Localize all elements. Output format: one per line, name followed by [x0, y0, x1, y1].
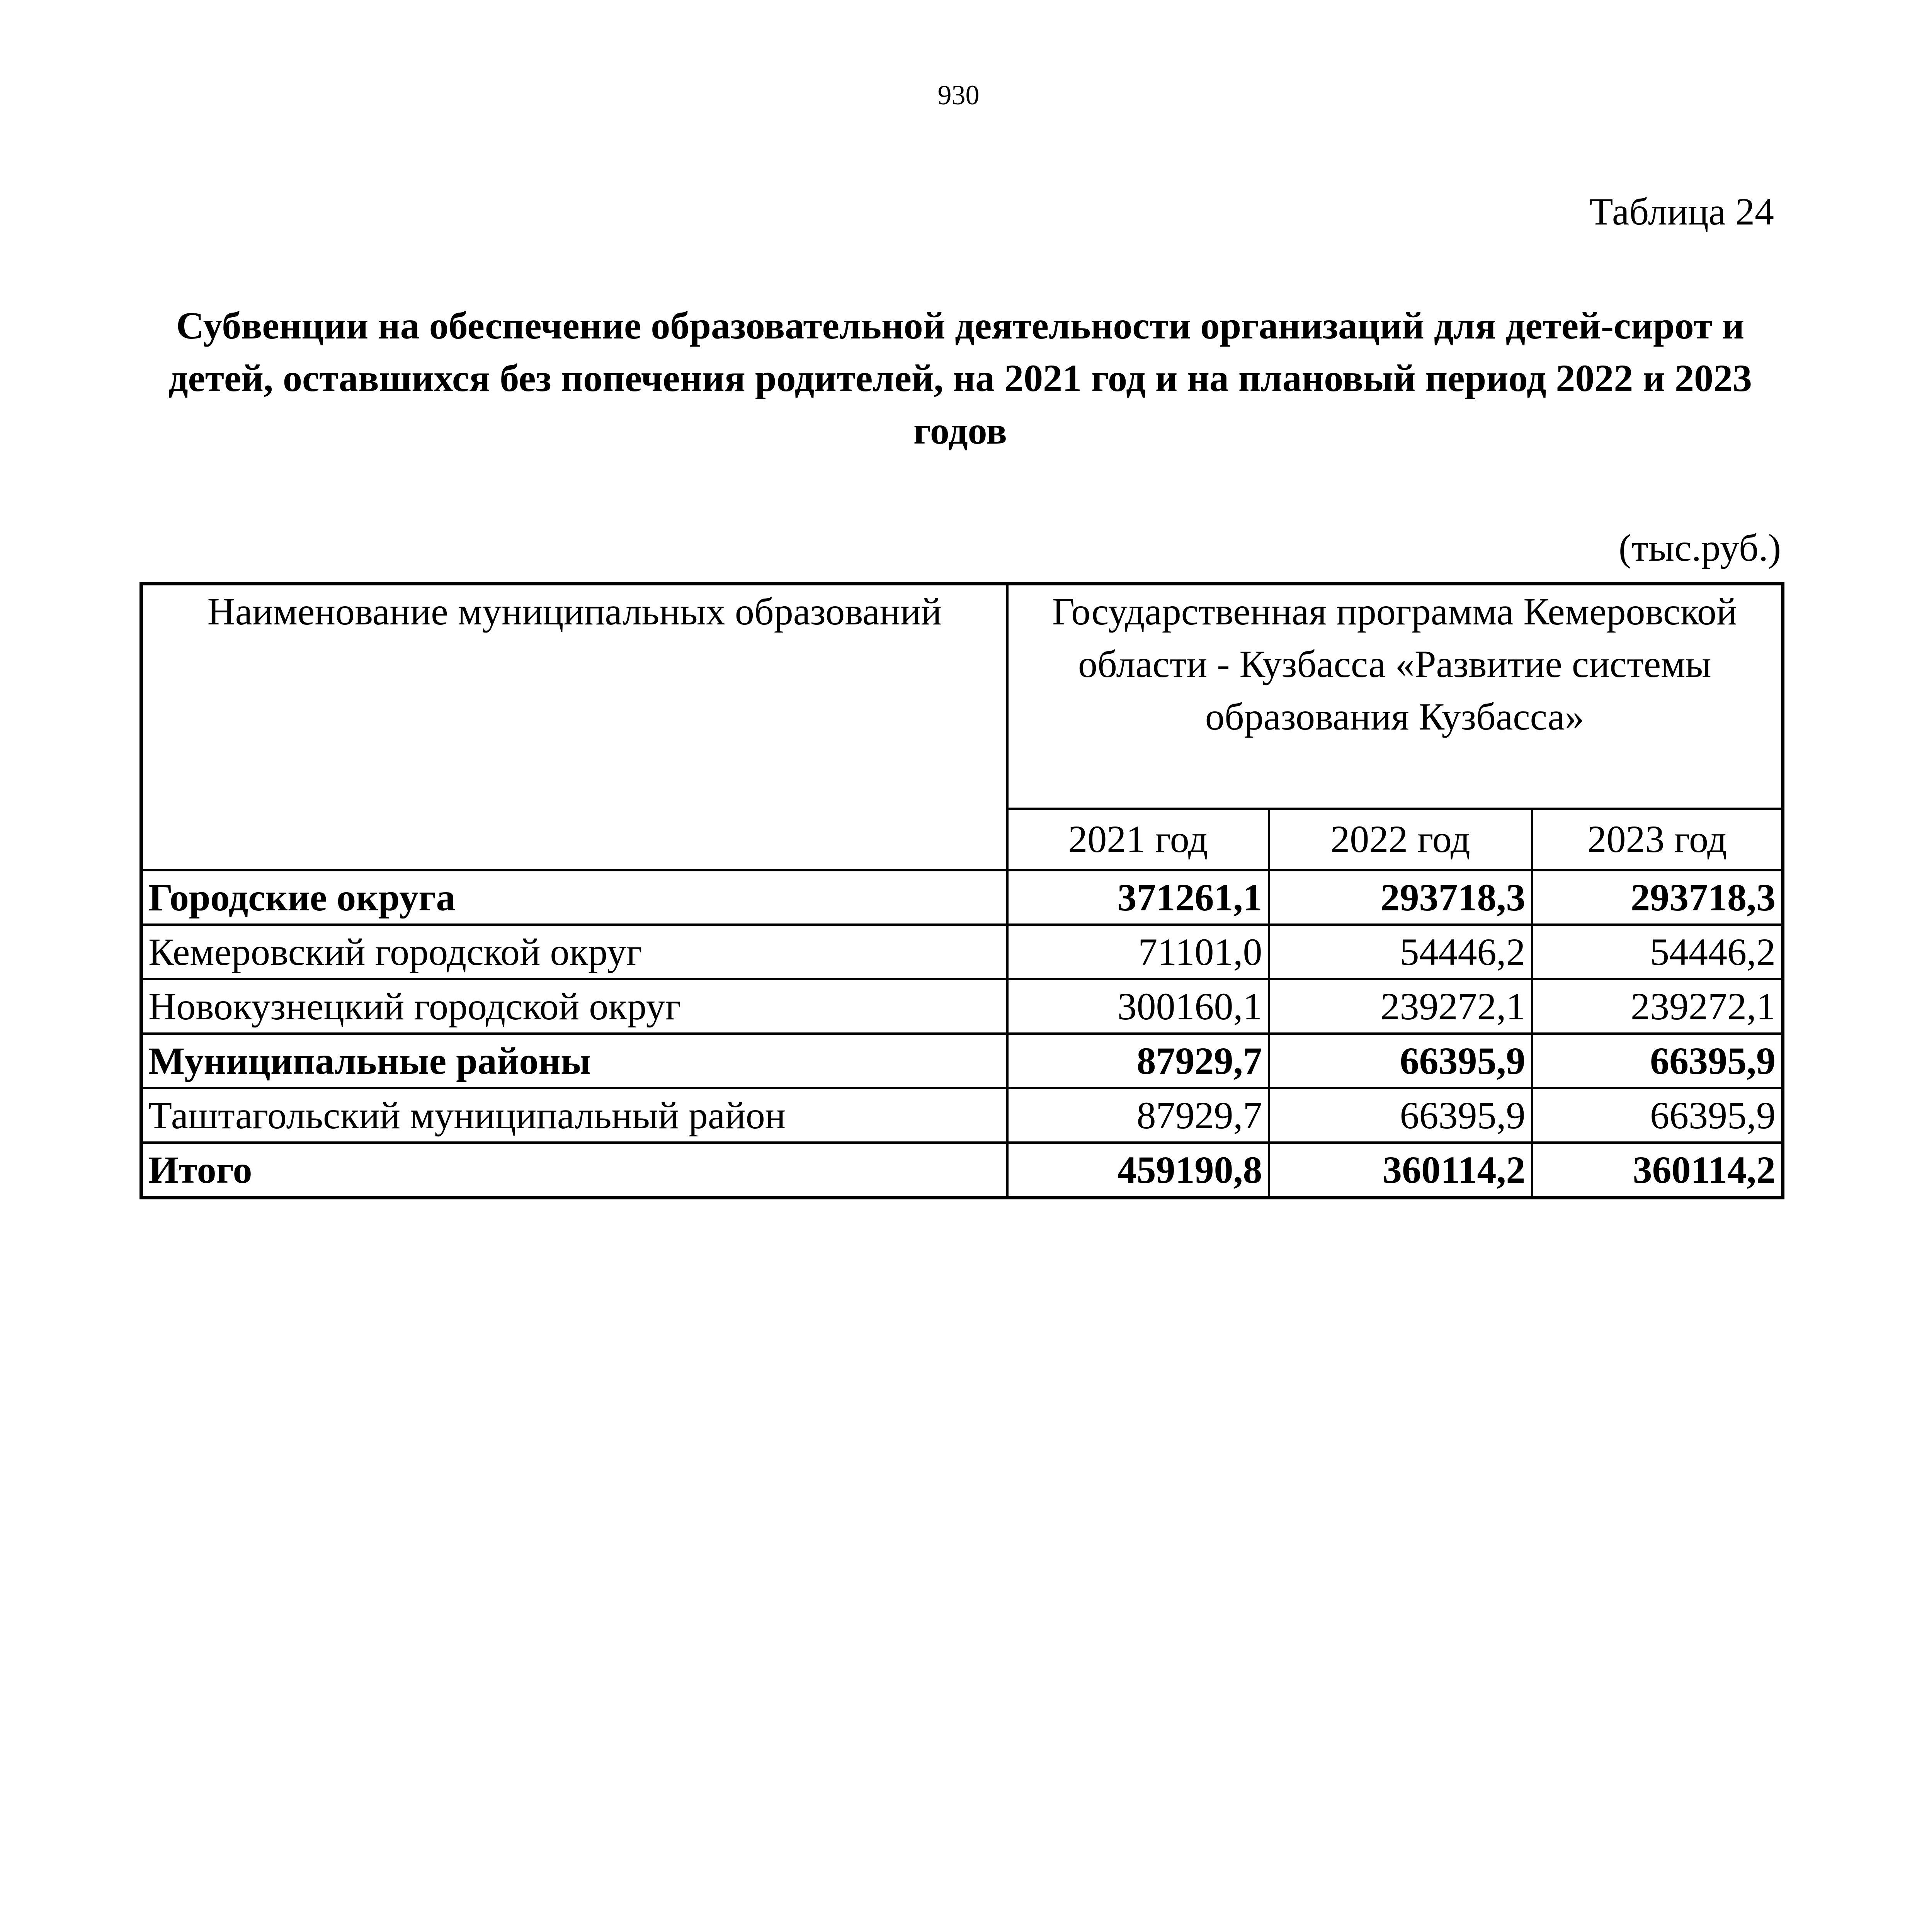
table-row: Городские округа 371261,1 293718,3 293718,3 — [140, 869, 1784, 926]
row-value: 293718,3 — [1531, 869, 1784, 926]
row-value: 239272,1 — [1267, 978, 1533, 1035]
row-value: 293718,3 — [1267, 869, 1533, 926]
table-row: Муниципальные районы 87929,7 66395,9 66395,… — [140, 1032, 1784, 1089]
table-row: Новокузнецкий городской округ 300160,1 239… — [140, 978, 1784, 1035]
row-value: 87929,7 — [1006, 1087, 1270, 1144]
row-value: 459190,8 — [1006, 1141, 1270, 1199]
table-label: Таблица 24 — [1589, 190, 1774, 233]
row-value: 54446,2 — [1267, 923, 1533, 980]
document-title: Субвенции на обеспечение образовательной… — [168, 304, 1752, 452]
row-value: 87929,7 — [1006, 1032, 1270, 1089]
header-year: 2021 год — [1006, 807, 1270, 871]
units-label: (тыс.руб.) — [1618, 526, 1781, 569]
row-value: 54446,2 — [1531, 923, 1784, 980]
row-name: Таштагольский муниципальный район — [140, 1087, 1009, 1144]
row-value: 66395,9 — [1531, 1032, 1784, 1089]
row-value: 239272,1 — [1531, 978, 1784, 1035]
row-value: 360114,2 — [1531, 1141, 1784, 1199]
row-name: Итого — [140, 1141, 1009, 1199]
header-name: Наименование муниципальных образований — [140, 582, 1009, 871]
page-number: 930 — [937, 80, 980, 111]
table-row: Итого 459190,8 360114,2 360114,2 — [140, 1141, 1784, 1199]
row-value: 360114,2 — [1267, 1141, 1533, 1199]
row-value: 300160,1 — [1006, 978, 1270, 1035]
row-value: 71101,0 — [1006, 923, 1270, 980]
row-name: Новокузнецкий городской округ — [140, 978, 1009, 1035]
table-row: Таштагольский муниципальный район 87929,7… — [140, 1087, 1784, 1144]
row-value: 66395,9 — [1531, 1087, 1784, 1144]
header-program: Государственная программа Кемеровской об… — [1006, 582, 1784, 810]
row-name: Кемеровский городской округ — [140, 923, 1009, 980]
table-row: Кемеровский городской округ 71101,0 54446,… — [140, 923, 1784, 980]
row-value: 66395,9 — [1267, 1032, 1533, 1089]
subvention-table: Наименование муниципальных образований Г… — [139, 582, 1785, 1199]
row-name: Муниципальные районы — [140, 1032, 1009, 1089]
row-name: Городские округа — [140, 869, 1009, 926]
header-year: 2022 год — [1267, 807, 1533, 871]
header-year: 2023 год — [1531, 807, 1784, 871]
row-value: 371261,1 — [1006, 869, 1270, 926]
row-value: 66395,9 — [1267, 1087, 1533, 1144]
